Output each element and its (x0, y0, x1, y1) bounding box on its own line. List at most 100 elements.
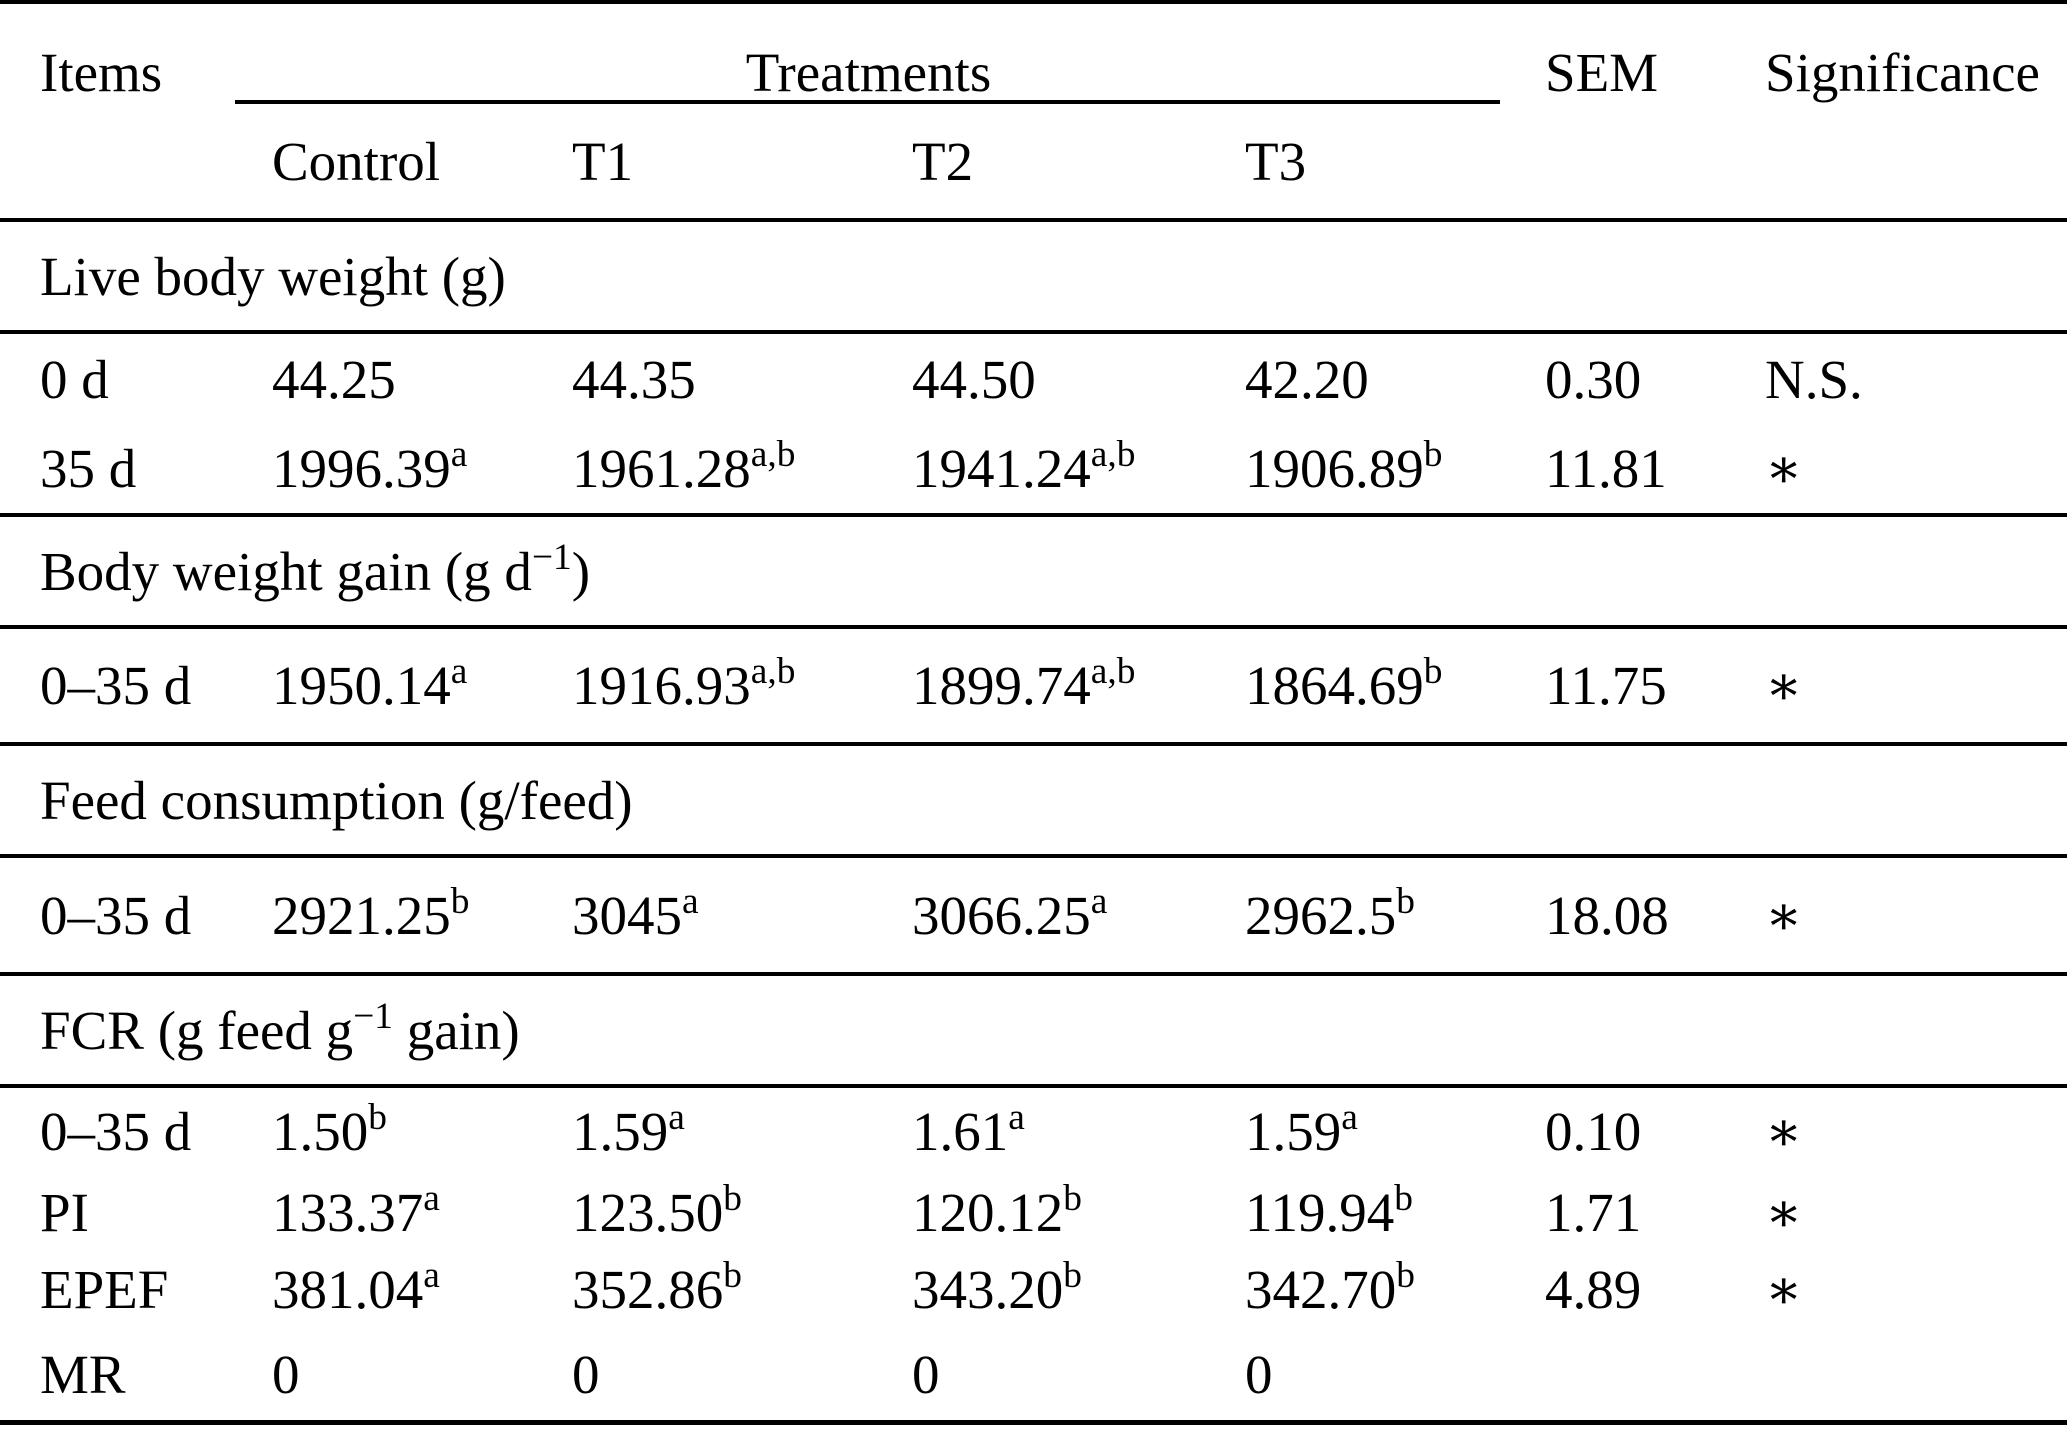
sem-header: SEM (1545, 42, 1659, 103)
cell-value: 0 (572, 1343, 600, 1405)
cell-superscript: b (450, 880, 470, 922)
significance-cell: ∗ (1765, 1101, 1803, 1162)
sem-cell: 4.89 (1545, 1258, 1642, 1320)
section-header-row: Body weight gain (g d−1) (0, 517, 2067, 625)
cell-value: 1899.74 (912, 655, 1091, 716)
sem-cell: 0.10 (1545, 1101, 1642, 1162)
cell-control: 133.37a (272, 1180, 572, 1240)
cell-t1: 352.86b (572, 1257, 912, 1320)
cell-superscript: a (682, 880, 699, 922)
cell-superscript: b (1063, 1178, 1082, 1220)
cell-superscript: b (1396, 880, 1415, 922)
table-row-mr: MR 0 0 0 0 (0, 1328, 2067, 1420)
cell-t2: 44.50 (912, 352, 1245, 407)
cell-t2: 1899.74a,b (912, 653, 1245, 716)
cell-superscript: a (1008, 1097, 1025, 1139)
cell-t2: 343.20b (912, 1257, 1245, 1317)
cell-superscript: a,b (1090, 651, 1136, 693)
table-row-0d: 0 d 44.25 44.35 44.50 42.20 0.30 N.S. (0, 334, 2067, 424)
row-item-label: EPEF (40, 1258, 169, 1320)
sem-cell: 18.08 (1545, 884, 1669, 946)
cell-control: 1950.14a (272, 653, 572, 716)
row-item-label: 35 d (40, 438, 137, 499)
section-label-text: FCR (g feed g (40, 999, 354, 1061)
cell-t1: 44.35 (572, 352, 912, 407)
cell-value: 42.20 (1245, 348, 1369, 410)
significance-header: Significance (1765, 42, 2040, 103)
section-label-text: Body weight gain (g d (40, 540, 532, 602)
cell-superscript: b (1394, 1178, 1413, 1220)
table-row-fcr-0-35d: 0–35 d 1.50b 1.59a 1.61a 1.59a 0.10 ∗ (0, 1088, 2067, 1175)
row-item-label: 0 d (40, 348, 109, 410)
col-header-t2: T2 (912, 130, 974, 192)
section-label-text: Feed consumption (g/feed) (40, 769, 633, 831)
section-label-feed-consumption: Feed consumption (g/feed) (0, 773, 2067, 828)
significance-cell: ∗ (1765, 1182, 1803, 1243)
cell-control: 381.04a (272, 1257, 572, 1320)
significance-cell: ∗ (1765, 884, 1803, 946)
significance-cell: N.S. (1765, 348, 1863, 410)
cell-t1: 1916.93a,b (572, 653, 912, 713)
cell-t2: 1941.24a,b (912, 436, 1245, 499)
cell-superscript: b (1423, 434, 1443, 476)
section-label-body-weight-gain: Body weight gain (g d−1) (0, 539, 2067, 602)
row-item-label: 0–35 d (40, 884, 192, 946)
cell-control: 1996.39a (272, 436, 572, 496)
cell-value: 381.04 (272, 1258, 424, 1320)
bottom-rule (0, 1420, 2067, 1425)
cell-t1: 0 (572, 1347, 912, 1402)
table-row-35d: 35 d 1996.39a 1961.28 a,b 1941.24a,b 1906… (0, 424, 2067, 513)
significance-cell: ∗ (1765, 1258, 1803, 1320)
cell-value: 1950.14 (272, 655, 451, 716)
treatment-columns-row: Control T1 T2 T3 (0, 104, 2067, 218)
cell-value: 2962.5 (1245, 884, 1397, 946)
treatments-header: Treatments (745, 42, 992, 103)
cell-superscript: a (423, 1178, 440, 1220)
col-header-t3: T3 (1245, 130, 1307, 192)
items-header: Items (40, 42, 163, 103)
cell-value: 3066.25 (912, 884, 1091, 946)
cell-superscript: b (723, 1254, 742, 1296)
section-label-post: ) (571, 540, 591, 602)
cell-superscript: a (450, 651, 468, 693)
cell-t3: 119.94b (1245, 1180, 1545, 1240)
col-header-t1: T1 (572, 130, 634, 192)
cell-t3: 0 (1245, 1347, 1545, 1402)
cell-t3: 1.59a (1245, 1099, 1545, 1159)
cell-value: 44.50 (912, 348, 1036, 410)
cell-value: 44.35 (572, 348, 696, 410)
cell-superscript: a (668, 1097, 685, 1139)
cell-value: 0 (272, 1343, 300, 1405)
horizontal-rule (0, 330, 2067, 334)
section-label-text: Live body weight (g) (40, 245, 506, 307)
cell-superscript: a,b (1090, 434, 1136, 476)
cell-value: 1.50 (272, 1101, 369, 1162)
cell-control: 1.50b (272, 1099, 572, 1162)
cell-value: 3045 (572, 884, 682, 946)
row-item-label: PI (40, 1182, 89, 1243)
cell-value: 123.50 (572, 1182, 724, 1243)
cell-value: 1961.28 (572, 438, 751, 499)
cell-superscript: b (1396, 1254, 1415, 1296)
cell-value: 1941.24 (912, 438, 1091, 499)
cell-value: 0 (1245, 1343, 1273, 1405)
cell-value: 120.12 (912, 1182, 1064, 1243)
cell-t2: 1.61a (912, 1099, 1245, 1162)
treatments-spanner-rule (235, 100, 1500, 104)
cell-t2: 0 (912, 1347, 1245, 1402)
sem-cell: 0.30 (1545, 348, 1642, 410)
row-item-label: 0–35 d (40, 655, 192, 716)
cell-superscript: b (723, 1178, 742, 1220)
cell-t3: 1906.89b (1245, 436, 1545, 496)
section-label-sup: −1 (531, 536, 572, 578)
cell-value: 1.61 (912, 1101, 1009, 1162)
sem-cell: 11.81 (1545, 438, 1667, 499)
table-row-pi: PI 133.37a 123.50b 120.12b 119.94b 1.71 … (0, 1175, 2067, 1250)
cell-value: 352.86 (572, 1258, 724, 1320)
section-label-post: gain) (392, 999, 520, 1061)
section-header-row: Feed consumption (g/feed) (0, 746, 2067, 854)
cell-t3: 2962.5b (1245, 883, 1545, 946)
horizontal-rule (0, 1084, 2067, 1088)
cell-value: 342.70 (1245, 1258, 1397, 1320)
cell-superscript: b (1063, 1254, 1082, 1296)
